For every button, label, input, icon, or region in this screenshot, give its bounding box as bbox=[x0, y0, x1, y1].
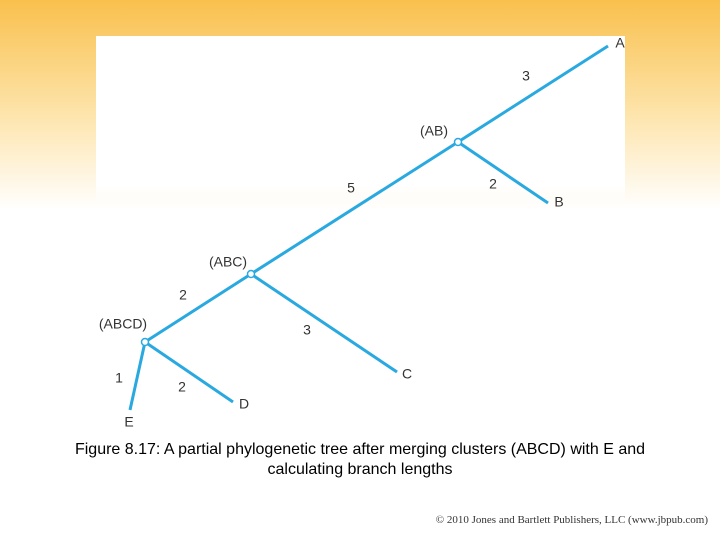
branch bbox=[128, 341, 147, 411]
internal-node bbox=[453, 137, 463, 147]
node-label: E bbox=[124, 414, 133, 430]
node-label: A bbox=[615, 35, 625, 51]
branch-length: 3 bbox=[522, 68, 530, 84]
branch bbox=[457, 140, 549, 205]
caption: Figure 8.17: A partial phylogenetic tree… bbox=[74, 441, 646, 478]
branch bbox=[250, 272, 398, 374]
node-label: (AB) bbox=[420, 123, 448, 139]
node-label: (ABC) bbox=[209, 254, 247, 270]
internal-node bbox=[140, 337, 150, 347]
branch-length: 2 bbox=[489, 176, 497, 192]
branch-length: 1 bbox=[115, 370, 123, 386]
branch bbox=[250, 140, 459, 276]
branch-length: 5 bbox=[347, 180, 355, 196]
branch bbox=[144, 272, 252, 344]
node-label: (ABCD) bbox=[99, 316, 147, 332]
node-label: B bbox=[554, 194, 563, 210]
figure-panel bbox=[96, 36, 625, 206]
node-label: C bbox=[402, 366, 412, 382]
copyright: © 2010 Jones and Bartlett Publishers, LL… bbox=[435, 514, 708, 526]
branch bbox=[457, 44, 609, 144]
branch-length: 2 bbox=[179, 287, 187, 303]
branch-length: 3 bbox=[303, 322, 311, 338]
branch-length: 2 bbox=[178, 379, 186, 395]
internal-node bbox=[246, 269, 256, 279]
branch bbox=[144, 340, 234, 404]
node-label: D bbox=[239, 396, 249, 412]
